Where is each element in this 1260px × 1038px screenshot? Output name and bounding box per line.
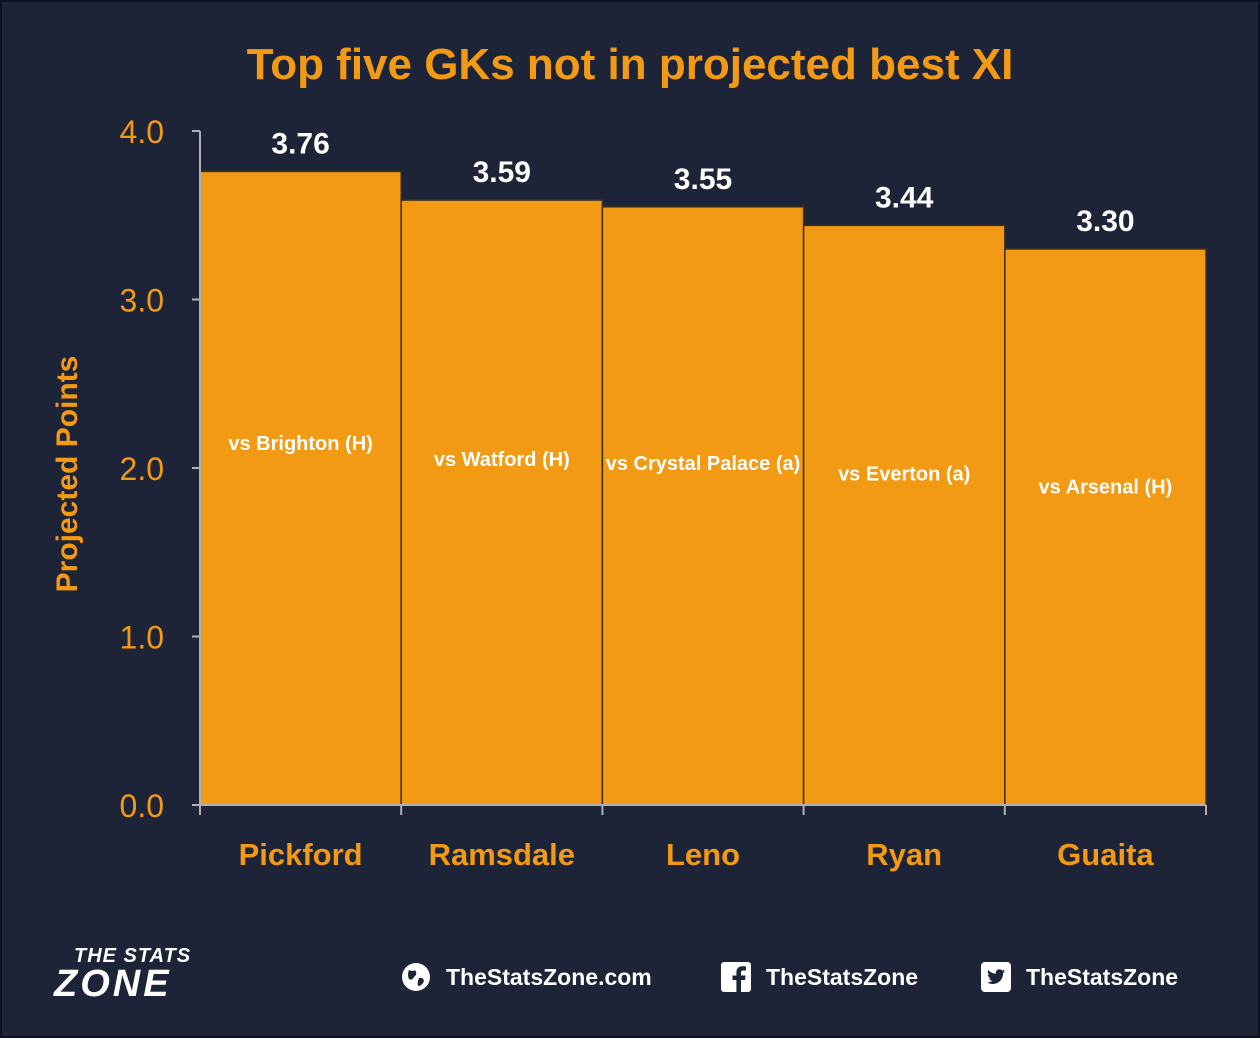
website-link[interactable]: TheStatsZone.com (400, 961, 652, 993)
chart-title: Top five GKs not in projected best XI (246, 40, 1014, 89)
y-tick-label: 0.0 (120, 788, 164, 824)
y-tick-label: 3.0 (120, 283, 164, 319)
facebook-text: TheStatsZone (766, 963, 919, 990)
logo-text-bottom: ZONE (54, 963, 172, 1005)
y-tick-label: 4.0 (120, 114, 164, 150)
data-label: 3.76 (271, 127, 329, 160)
facebook-icon (721, 962, 751, 992)
data-label: 3.30 (1076, 205, 1134, 238)
twitter-text: TheStatsZone (1026, 963, 1179, 990)
bar-annotation: vs Crystal Palace (a) (606, 453, 801, 475)
bar-chart: 0.0 1.0 2.0 3.0 4.0 Pickford 3.76 vs Brighton (… (120, 114, 1207, 872)
bar-ryan (802, 224, 1006, 806)
bar-annotation: vs Brighton (H) (228, 433, 372, 455)
x-tick-label: Guaita (1057, 837, 1154, 872)
globe-icon (402, 963, 430, 991)
bar-ramsdale (400, 199, 604, 806)
y-tick-label: 1.0 (120, 620, 164, 656)
data-label: 3.55 (674, 163, 732, 196)
x-tick-label: Pickford (239, 837, 363, 872)
bar-pickford (199, 170, 402, 806)
bar-annotation: vs Arsenal (H) (1039, 477, 1173, 499)
data-label: 3.44 (875, 181, 934, 214)
bar-leno (601, 206, 805, 806)
website-text: TheStatsZone.com (446, 963, 652, 990)
bar-annotation: vs Watford (H) (434, 449, 570, 471)
twitter-link[interactable]: TheStatsZone (980, 961, 1178, 993)
x-tick-label: Ryan (866, 837, 942, 872)
bar-annotation: vs Everton (a) (838, 463, 970, 485)
stats-zone-logo: THE STATS ZONE (52, 937, 272, 1009)
facebook-link[interactable]: TheStatsZone (720, 961, 918, 993)
data-label: 3.59 (473, 156, 531, 189)
x-tick-label: Ramsdale (429, 837, 575, 872)
bar-guaita (1004, 248, 1207, 806)
y-tick-label: 2.0 (120, 451, 164, 487)
x-tick-label: Leno (666, 837, 740, 872)
twitter-icon (981, 962, 1011, 992)
logo-text-top: THE STATS (74, 945, 192, 967)
footer: THE STATS ZONE TheStatsZone.com TheStats… (0, 935, 1260, 1015)
